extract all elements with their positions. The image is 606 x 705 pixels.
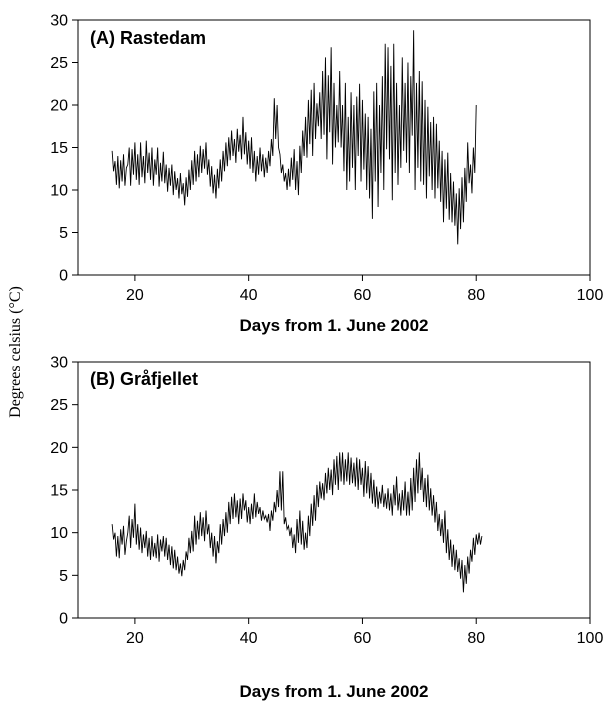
y-axis-label: Degrees celsius (°C) <box>7 286 24 418</box>
plot-frame <box>77 361 591 619</box>
y-tick-label: 10 <box>50 183 68 200</box>
chart-panel-a: 0 5 10 15 20 25 30 20 40 60 80 100 Days from 1. June… <box>50 13 603 336</box>
x-axis-label: Days from 1. June 2002 <box>240 682 429 701</box>
x-tick-label: 60 <box>354 630 372 647</box>
y-tick-label: 30 <box>50 355 68 372</box>
x-tick-label: 100 <box>577 287 604 304</box>
panel-title: (B) Gråfjellet <box>90 369 198 389</box>
y-tick-label: 5 <box>59 225 68 242</box>
temperature-series-line <box>111 452 483 593</box>
y-tick-label: 0 <box>59 611 68 628</box>
panel-title: (A) Rastedam <box>90 28 206 48</box>
x-tick-label: 40 <box>240 287 258 304</box>
y-tick-label: 20 <box>50 98 68 115</box>
x-tick-label: 40 <box>240 630 258 647</box>
y-tick-label: 5 <box>59 568 68 585</box>
y-tick-label: 15 <box>50 483 68 500</box>
x-tick-label: 20 <box>126 630 144 647</box>
x-tick-label: 80 <box>467 630 485 647</box>
y-tick-label: 0 <box>59 268 68 285</box>
x-tick-label: 80 <box>467 287 485 304</box>
x-tick-label: 60 <box>354 287 372 304</box>
x-tick-label: 100 <box>577 630 604 647</box>
y-tick-label: 30 <box>50 13 68 30</box>
temperature-series-line <box>111 30 477 245</box>
plot-frame <box>77 19 591 276</box>
y-tick-label: 25 <box>50 55 68 72</box>
y-tick-label: 25 <box>50 397 68 414</box>
y-tick-label: 10 <box>50 525 68 542</box>
chart-panel-b: 0 5 10 15 20 25 30 20 40 60 80 100 Days from 1. June… <box>50 355 603 702</box>
x-axis-label: Days from 1. June 2002 <box>240 316 429 335</box>
y-tick-label: 15 <box>50 140 68 157</box>
x-tick-label: 20 <box>126 287 144 304</box>
y-tick-label: 20 <box>50 440 68 457</box>
